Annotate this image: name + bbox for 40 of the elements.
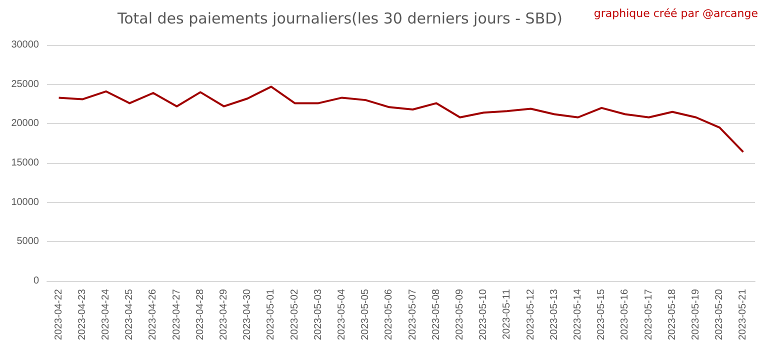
y-tick-label: 0: [33, 276, 40, 286]
x-tick-label: 2023-04-25: [124, 288, 136, 340]
x-tick-label: 2023-05-19: [690, 288, 702, 340]
y-tick-label: 15000: [11, 158, 40, 168]
x-tick-label: 2023-05-03: [312, 288, 324, 340]
chart-title: Total des paiements journaliers(les 30 derniers jours - SBD): [116, 10, 563, 28]
y-tick-label: 5000: [16, 236, 40, 248]
x-tick-label: 2023-05-05: [360, 288, 372, 340]
x-tick-label: 2023-05-06: [384, 288, 395, 340]
x-tick-label: 2023-04-28: [194, 288, 206, 340]
x-tick-label: 2023-04-22: [53, 288, 64, 340]
line-series: [58, 86, 744, 153]
text: graphique créé par @arcange: [594, 7, 758, 20]
x-tick-label: 2023-05-04: [336, 288, 348, 340]
y-tick-label: 20000: [11, 118, 40, 130]
x-tick-label: 2023-04-26: [148, 288, 159, 340]
x-tick-label: 2023-05-14: [572, 288, 584, 340]
x-tick-label: 2023-05-01: [266, 288, 277, 340]
x-tick-label: 2023-05-08: [430, 288, 442, 340]
y-tick-label: 25000: [11, 78, 40, 90]
x-tick-label: 2023-05-13: [548, 288, 560, 340]
x-tick-label: 2023-04-29: [218, 288, 230, 340]
x-tick-label: 2023-05-07: [407, 288, 418, 340]
x-tick-label: 2023-05-21: [738, 288, 749, 340]
x-tick-label: 2023-05-16: [620, 288, 631, 340]
x-tick-label: 2023-04-24: [100, 288, 112, 340]
x-tick-label: 2023-05-09: [454, 288, 466, 340]
x-tick-label: 2023-05-11: [502, 288, 513, 340]
x-tick-label: 2023-05-18: [666, 288, 678, 340]
y-tick-label: 30000: [11, 40, 40, 50]
x-tick-label: 2023-05-10: [478, 288, 490, 340]
x-tick-label: 2023-05-17: [643, 288, 654, 340]
x-tick-label: 2023-05-20: [714, 288, 726, 340]
x-tick-label: 2023-05-15: [596, 288, 608, 340]
x-tick-label: 2023-05-02: [289, 288, 300, 340]
x-tick-label: 2023-04-23: [76, 288, 88, 340]
x-tick-label: 2023-05-12: [525, 288, 536, 340]
x-tick-label: 2023-04-30: [242, 288, 254, 340]
y-tick-label: 10000: [11, 196, 40, 208]
x-tick-label: 2023-04-27: [171, 288, 182, 340]
